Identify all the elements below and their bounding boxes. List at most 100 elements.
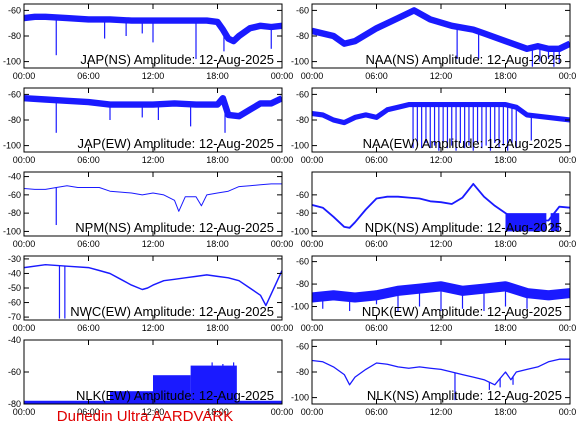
x-tick-label: 00:00 [301,155,324,165]
x-tick-label: 00:00 [13,407,36,417]
y-tick-label: -60 [8,5,21,15]
x-tick-label: 06:00 [77,407,100,417]
noise-band [190,365,237,404]
x-tick-label: 00:00 [301,239,324,249]
y-tick-label: -100 [291,141,309,151]
x-tick-label: 00:00 [271,239,294,249]
x-tick-label: 06:00 [77,239,100,249]
y-tick-label: -80 [296,208,309,218]
x-tick-label: 12:00 [142,323,165,333]
x-tick-label: 06:00 [365,407,388,417]
noise-band [153,375,191,404]
x-tick-label: 12:00 [430,155,453,165]
y-tick-label: -60 [8,298,21,308]
plot-area [312,7,570,67]
amplitude-line [24,183,282,212]
y-tick-label: -100 [291,302,309,312]
panel-6: -100 -80 -60 00:00 06:00 12:00 18:00 00:00 NDK(N… [291,171,576,249]
y-tick-label: -60 [296,89,309,99]
x-tick-label: 12:00 [142,239,165,249]
y-tick-label: -100 [3,141,21,151]
x-tick-label: 12:00 [430,407,453,417]
y-tick-label: -50 [8,283,21,293]
y-tick-label: -30 [8,254,21,264]
y-tick-label: -80 [296,279,309,289]
y-tick-label: -80 [8,399,21,409]
x-tick-label: 18:00 [206,407,229,417]
chart-title: NWC(EW) Amplitude: 12-Aug-2025 [70,304,274,319]
x-tick-label: 18:00 [206,71,229,81]
noise-band [505,213,547,232]
x-tick-label: 12:00 [142,155,165,165]
amplitude-line [24,13,282,45]
panel-10: -100 -80 -60 00:00 06:00 12:00 18:00 00:00 NLK(N… [291,339,576,417]
chart-title: NAA(EW) Amplitude: 12-Aug-2025 [363,136,562,151]
panel-3: -100 -80 -60 00:00 06:00 12:00 18:00 00:00 JAP(E… [3,87,294,165]
y-tick-label: -60 [296,257,309,267]
x-tick-label: 00:00 [559,71,576,81]
plot-area [24,13,282,60]
x-tick-label: 00:00 [301,407,324,417]
y-tick-label: -80 [296,367,309,377]
x-tick-label: 12:00 [142,71,165,81]
x-tick-label: 00:00 [271,407,294,417]
chart-title: NLK(NS) Amplitude: 12-Aug-2025 [367,388,562,403]
amplitude-line [24,263,282,307]
y-tick-label: -100 [3,226,21,236]
x-tick-label: 00:00 [559,239,576,249]
chart-title: NDK(NS) Amplitude: 12-Aug-2025 [365,220,562,235]
x-tick-label: 00:00 [271,323,294,333]
x-tick-label: 12:00 [430,71,453,81]
y-tick-label: -80 [296,115,309,125]
x-tick-label: 18:00 [494,155,517,165]
x-tick-label: 00:00 [13,71,36,81]
y-tick-label: -100 [291,226,309,236]
x-tick-label: 00:00 [13,323,36,333]
station-credit: Dunedin Ultra AARDVARK [56,408,234,425]
chart-title: JAP(EW) Amplitude: 12-Aug-2025 [77,136,274,151]
x-tick-label: 00:00 [13,155,36,165]
amplitude-line [312,7,570,52]
panel-1: -100 -80 -60 00:00 06:00 12:00 18:00 00:00 JAP(N… [3,3,293,81]
panel-7: -70 -60 -50 -40 -30 00:00 06:00 12:00 18:00 00:00… [8,254,293,333]
plot-area [312,281,570,312]
chart-title: NDK(EW) Amplitude: 12-Aug-2025 [362,304,562,319]
x-tick-label: 06:00 [365,155,388,165]
plot-area [24,362,282,404]
chart-title: NLK(EW) Amplitude: 12-Aug-2025 [76,388,274,403]
y-tick-label: -60 [296,341,309,351]
x-tick-label: 18:00 [206,155,229,165]
amplitude-line [312,182,570,229]
panel-8: -100 -80 -60 00:00 06:00 12:00 18:00 00:00 NDK(E… [291,255,576,333]
x-tick-label: 18:00 [494,407,517,417]
x-tick-label: 06:00 [77,71,100,81]
y-tick-label: -60 [296,190,309,200]
y-tick-label: -40 [8,172,21,182]
chart-title: JAP(NS) Amplitude: 12-Aug-2025 [80,52,274,67]
y-tick-label: -80 [8,115,21,125]
x-tick-label: 18:00 [494,239,517,249]
x-tick-label: 06:00 [77,323,100,333]
plot-area [312,358,570,401]
chart-title: NPM(NS) Amplitude: 12-Aug-2025 [75,220,274,235]
x-tick-label: 18:00 [206,323,229,333]
x-tick-label: 06:00 [365,323,388,333]
plot-area [24,94,282,133]
plot-area [312,182,570,232]
y-tick-label: -100 [291,393,309,403]
x-tick-label: 06:00 [365,239,388,249]
y-tick-label: -60 [8,190,21,200]
y-tick-label: -70 [8,312,21,322]
plot-area [24,183,282,226]
y-tick-label: -60 [296,5,309,15]
x-tick-label: 00:00 [271,155,294,165]
x-tick-label: 00:00 [559,323,576,333]
x-tick-label: 06:00 [77,155,100,165]
x-tick-label: 18:00 [494,323,517,333]
y-tick-label: -40 [8,268,21,278]
x-tick-label: 18:00 [206,239,229,249]
x-tick-label: 12:00 [430,323,453,333]
y-tick-label: -80 [296,31,309,41]
y-tick-label: -100 [3,57,21,67]
